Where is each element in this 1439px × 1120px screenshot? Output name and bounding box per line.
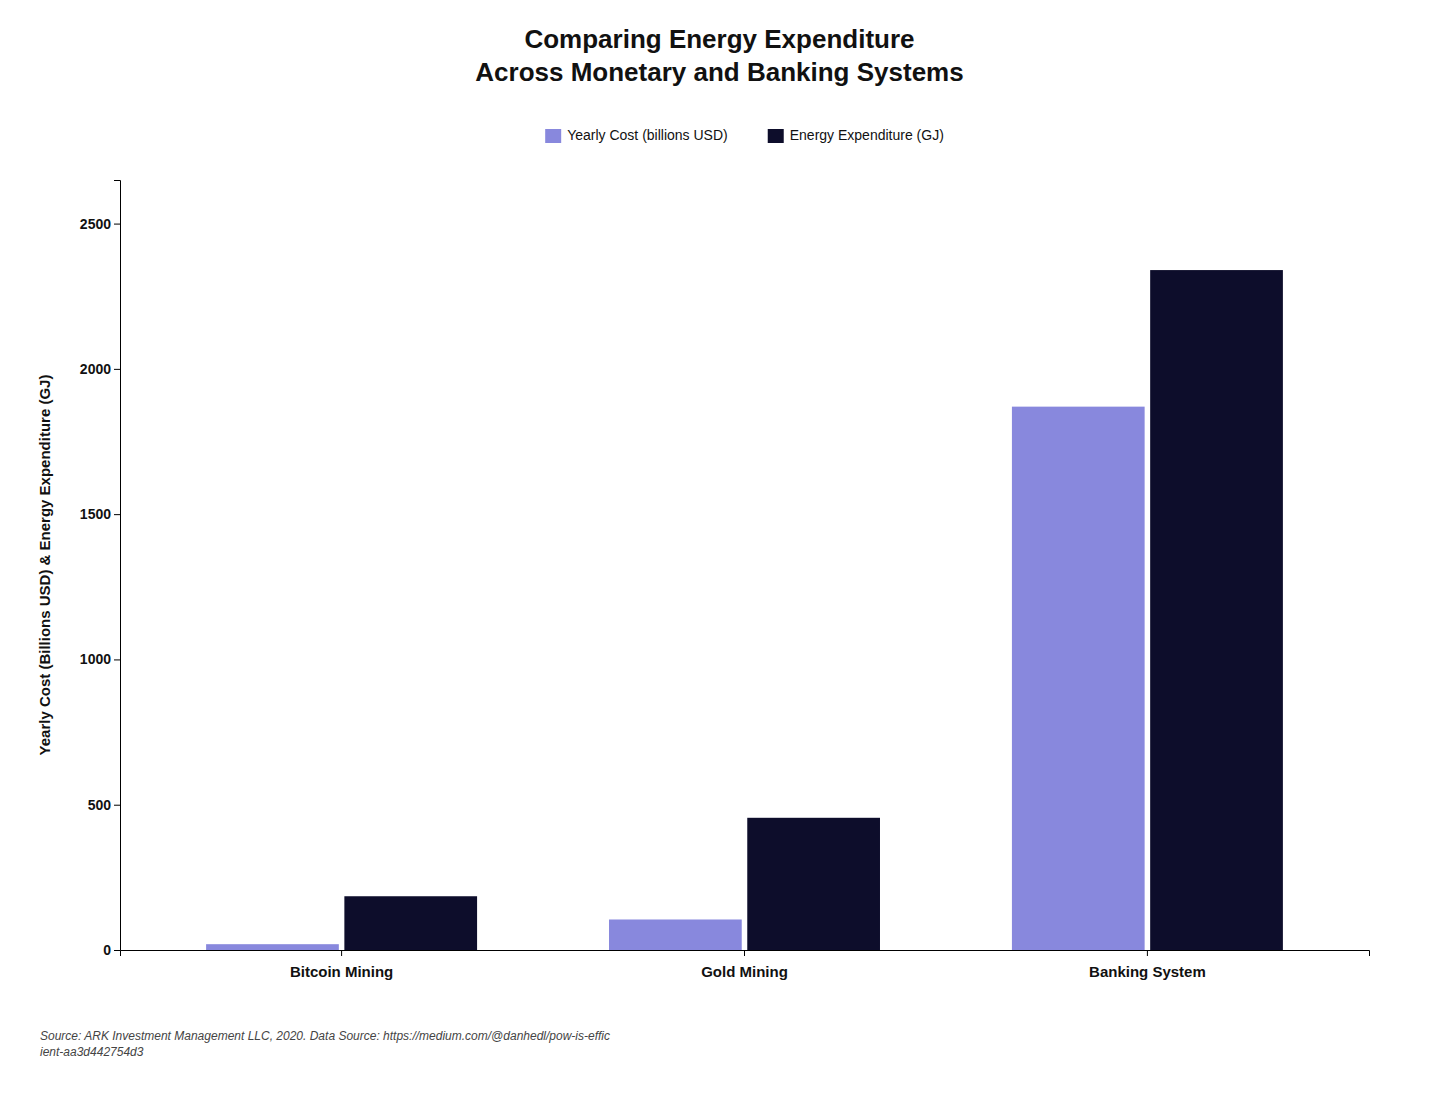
y-axis-line [114,181,121,951]
y-tick-label: 500 [88,797,112,813]
y-tick: 2000 [80,361,120,377]
x-tick-mark [341,950,342,956]
source-note-line: Source: ARK Investment Management LLC, 2… [40,1029,610,1043]
x-axis: Bitcoin Mining Gold Mining Banking System [121,950,1370,980]
bar [1150,270,1283,950]
bar [206,944,339,950]
y-tick-label: 0 [103,942,111,958]
bar [344,896,477,950]
y-axis-title: Yearly Cost (Billions USD) & Energy Expe… [36,375,53,756]
y-tick-label: 1500 [80,506,111,522]
x-tick: Banking System [1089,950,1206,980]
chart-title-line: Across Monetary and Banking Systems [475,57,963,87]
bars [206,270,1283,950]
x-tick-label: Banking System [1089,963,1206,980]
legend-item: Energy Expenditure (GJ) [768,127,944,143]
y-tick-mark [114,805,120,806]
bar [1012,407,1145,950]
chart-root: Comparing Energy ExpenditureAcross Monet… [0,0,1439,1120]
x-axis-line [121,951,1370,957]
x-tick-label: Gold Mining [701,963,788,980]
y-tick-mark [114,514,120,515]
y-tick: 2500 [80,216,120,232]
y-tick: 0 [103,942,120,958]
x-tick: Bitcoin Mining [290,950,393,980]
y-tick: 1000 [80,651,120,667]
y-axis: 0 500 1000 1500 2000 2500 [80,181,121,958]
source-note-line: ient-aa3d442754d3 [40,1045,144,1059]
legend-label: Yearly Cost (billions USD) [567,127,728,143]
y-tick-label: 2500 [80,216,111,232]
bar-series [344,270,1283,950]
bar [609,919,742,950]
chart-title: Comparing Energy ExpenditureAcross Monet… [475,24,963,87]
source-note: Source: ARK Investment Management LLC, 2… [40,1029,610,1059]
legend-swatch [545,129,561,143]
y-tick-label: 2000 [80,361,111,377]
legend-item: Yearly Cost (billions USD) [545,127,728,143]
x-tick-mark [744,950,745,956]
y-tick-mark [114,950,120,951]
x-tick-label: Bitcoin Mining [290,963,393,980]
bar [747,818,880,950]
y-tick-mark [114,369,120,370]
legend: Yearly Cost (billions USD) Energy Expendi… [545,127,944,143]
y-tick: 1500 [80,506,120,522]
legend-swatch [768,129,784,143]
x-tick: Gold Mining [701,950,788,980]
x-tick-mark [1147,950,1148,956]
y-tick-mark [114,224,120,225]
bar-series [206,407,1145,950]
chart-title-line: Comparing Energy Expenditure [524,24,914,54]
legend-label: Energy Expenditure (GJ) [790,127,944,143]
y-tick: 500 [88,797,120,813]
y-tick-mark [114,659,120,660]
y-tick-label: 1000 [80,651,111,667]
